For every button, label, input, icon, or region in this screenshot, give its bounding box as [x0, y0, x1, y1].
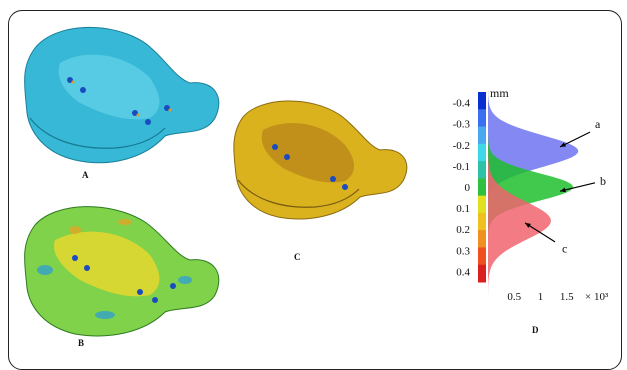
colorbar-segment — [478, 143, 486, 162]
series-area-c — [488, 144, 551, 297]
series-label-c: c — [562, 241, 567, 255]
series-arrow — [524, 222, 556, 243]
x-tick-label: 1.5 — [560, 291, 574, 302]
series-area-a — [488, 87, 579, 215]
dental-model-c — [233, 100, 408, 220]
y-tick-label: 0.1 — [456, 203, 470, 215]
colorbar-segment — [478, 92, 486, 110]
colorbar — [478, 92, 486, 283]
panel-b-label: B — [78, 338, 85, 348]
series-label-a: a — [595, 117, 601, 131]
deviation-histogram: -0.4 -0.3 -0.2 -0.1 0 0.1 0.2 0.3 0.4 0.5 1 1.5 a b… — [453, 86, 609, 302]
x-tick-label: 1 — [538, 291, 544, 302]
arrow-head — [560, 142, 566, 147]
colorbar-segment — [478, 178, 486, 197]
series-arrow — [559, 131, 591, 148]
y-tick-label: 0.2 — [456, 224, 470, 236]
colorbar-segment — [478, 195, 486, 214]
panel-c-label: C — [294, 252, 301, 262]
panel-d-label: D — [532, 325, 539, 335]
colorbar-segment — [478, 247, 486, 266]
colorbar-segment — [478, 230, 486, 248]
arrow-head — [560, 187, 566, 193]
dental-model-b — [24, 206, 220, 337]
x-multiplier-label: × 10³ — [585, 291, 609, 302]
unit-label: mm — [490, 86, 509, 100]
panel-a-label: A — [82, 170, 89, 180]
arrow-head — [525, 222, 531, 228]
x-tick-label: 0.5 — [507, 291, 521, 302]
y-tick-label: -0.4 — [453, 98, 471, 110]
series-area-b — [488, 132, 574, 242]
y-tick-label: 0.3 — [456, 245, 470, 257]
y-tick-label: 0.4 — [456, 266, 470, 278]
y-tick-labels: -0.4 -0.3 -0.2 -0.1 0 0.1 0.2 0.3 0.4 — [453, 98, 471, 279]
y-tick-label: -0.2 — [453, 140, 470, 152]
y-tick-label: -0.3 — [453, 119, 471, 131]
colorbar-segment — [478, 109, 486, 128]
histogram-areas — [488, 87, 579, 297]
dental-model-a — [24, 27, 220, 164]
series-arrow — [559, 182, 596, 192]
series-labels: a b c — [524, 117, 606, 255]
x-tick-labels: 0.5 1 1.5 — [507, 291, 574, 302]
y-tick-label: -0.1 — [453, 161, 470, 173]
colorbar-segment — [478, 264, 486, 283]
y-tick-label: 0 — [465, 182, 471, 194]
colorbar-segment — [478, 161, 486, 179]
series-label-b: b — [600, 174, 606, 188]
colorbar-segment — [478, 212, 486, 231]
colorbar-segment — [478, 126, 486, 145]
